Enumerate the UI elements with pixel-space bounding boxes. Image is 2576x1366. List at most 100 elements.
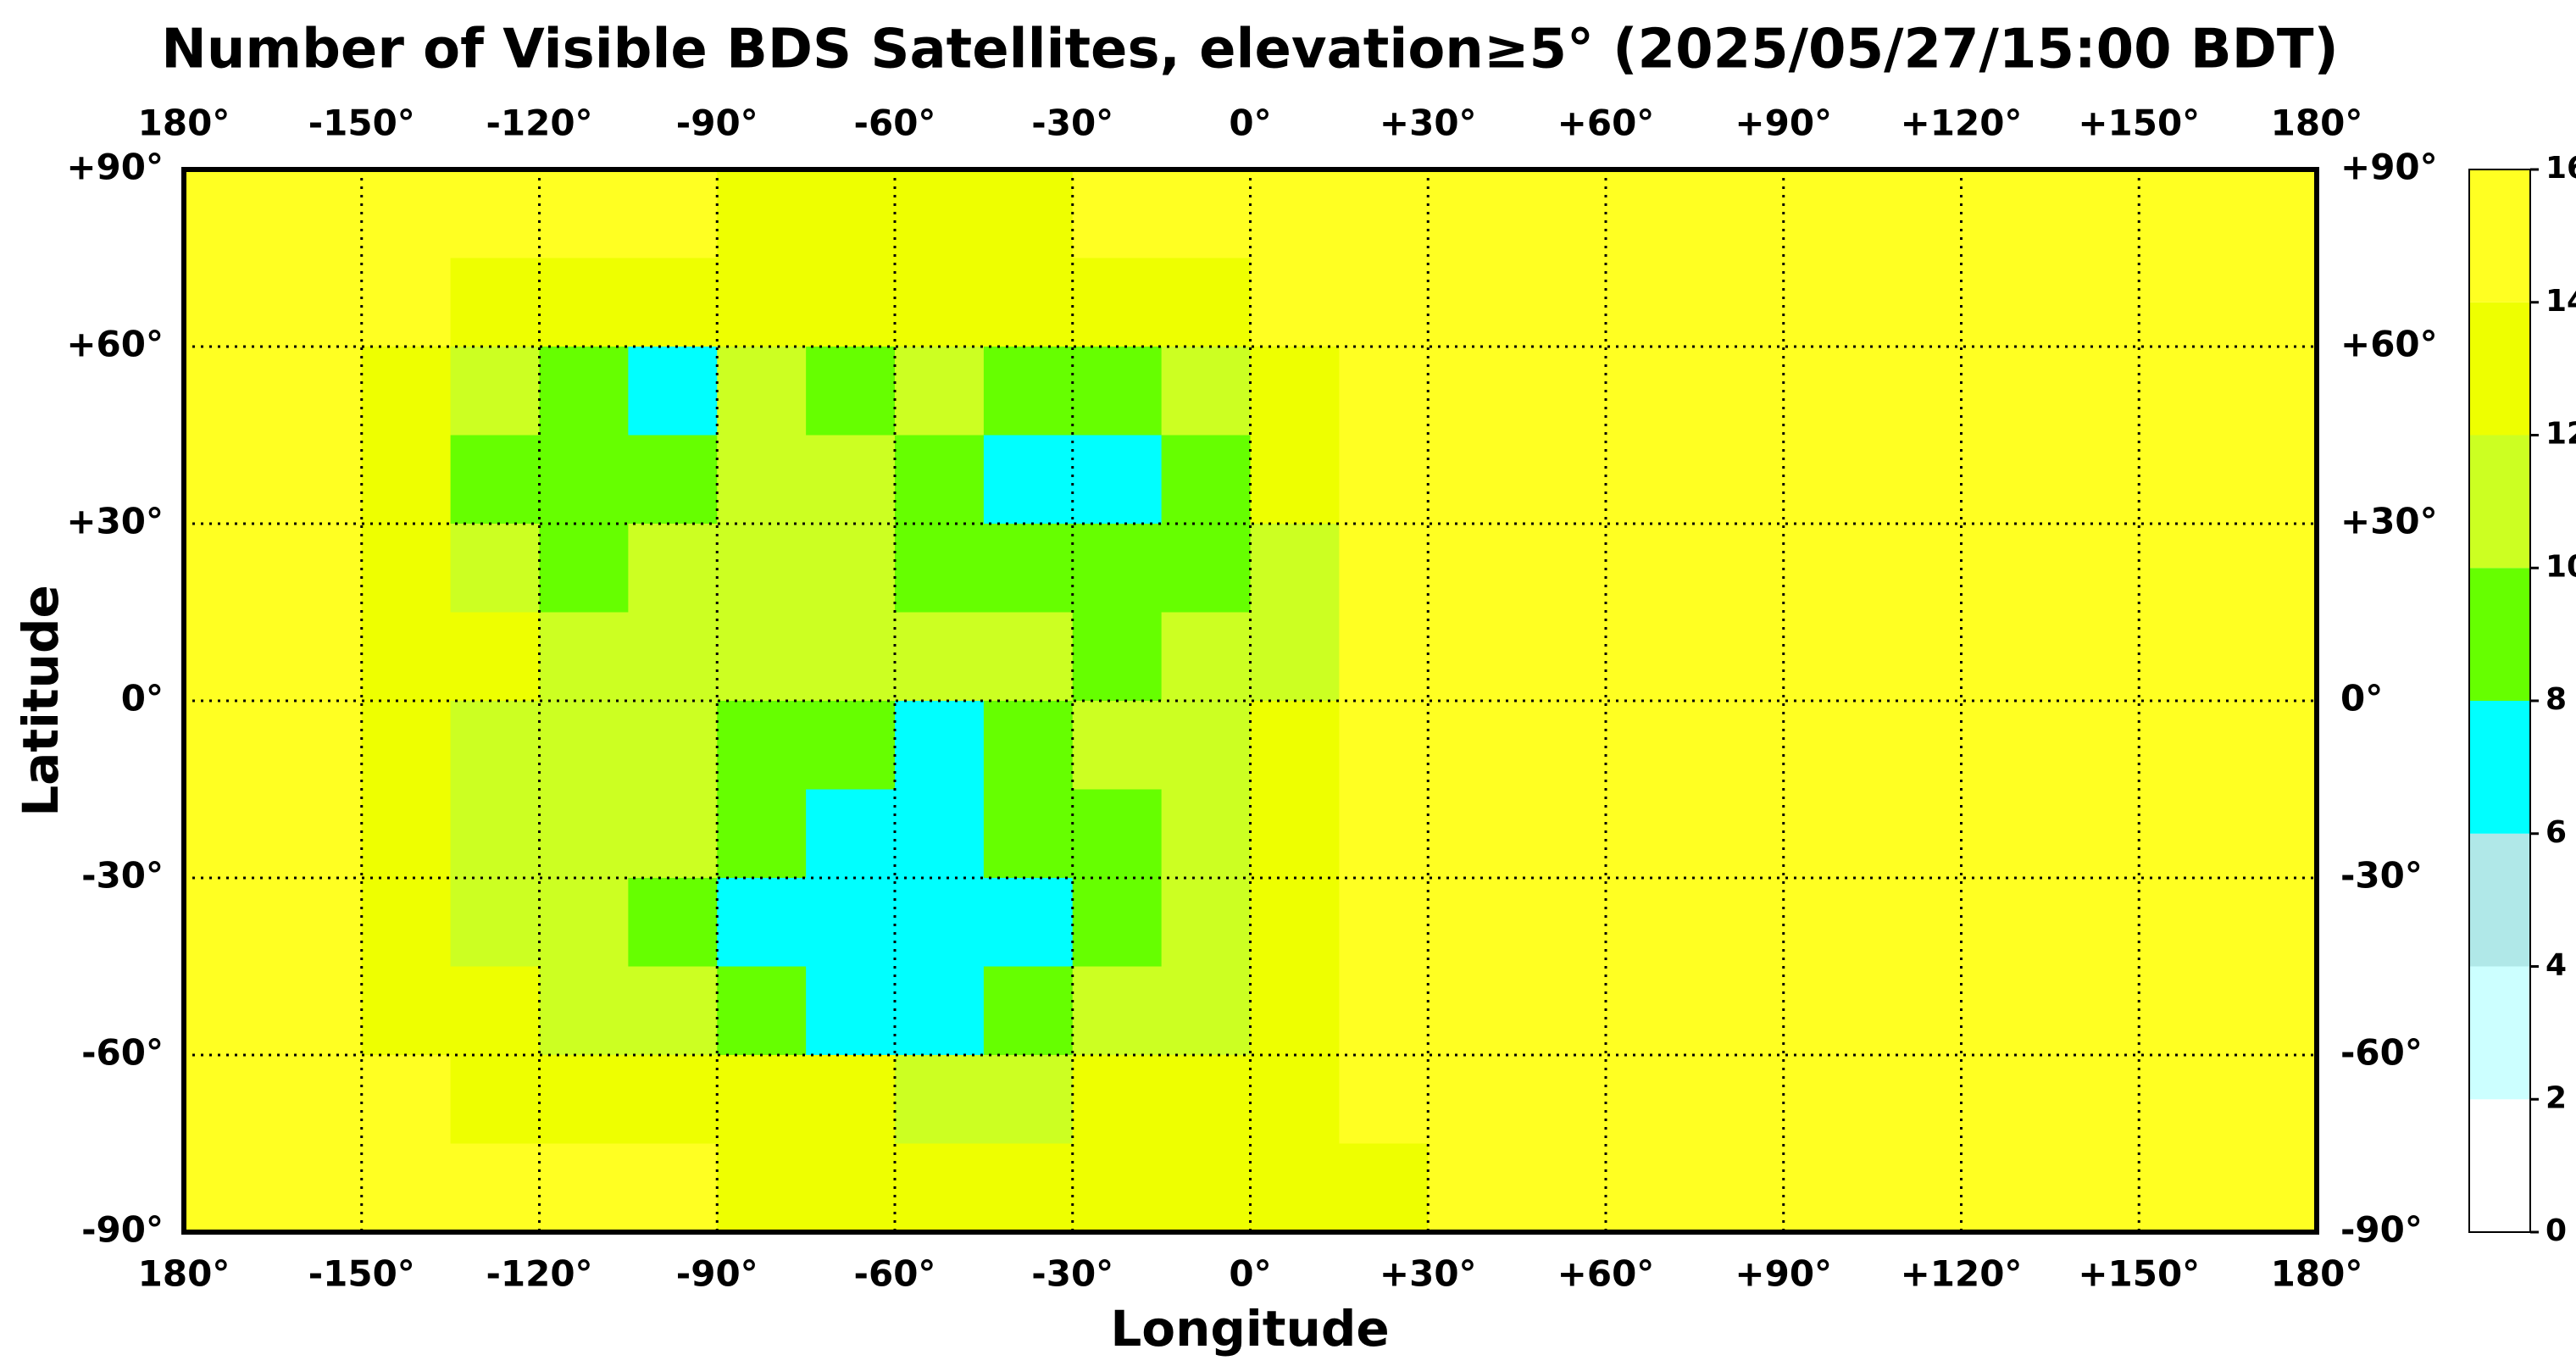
heat-cell	[361, 701, 452, 791]
heat-cell	[2050, 612, 2140, 702]
heat-cell	[1517, 612, 1607, 702]
heat-cell	[1339, 789, 1430, 879]
colorbar-tick-label: 16	[2545, 151, 2576, 186]
heat-cell	[895, 1055, 985, 1145]
heat-cell	[1606, 1055, 1696, 1145]
heat-cell	[450, 1055, 541, 1145]
heat-cell	[895, 878, 985, 968]
colorbar-swatch	[2469, 1099, 2530, 1232]
heat-cell	[1428, 789, 1518, 879]
heat-cell	[1872, 1055, 1963, 1145]
heat-cell	[272, 169, 363, 259]
heat-cell	[1072, 789, 1163, 879]
heat-cell	[895, 1143, 985, 1233]
heat-cell	[806, 878, 896, 968]
heat-cell	[1339, 258, 1430, 347]
heat-cell	[628, 612, 719, 702]
x-tick-label: 180°	[138, 103, 230, 144]
heat-cell	[1783, 1143, 1874, 1233]
heat-cell	[539, 169, 630, 259]
heat-cell	[1339, 701, 1430, 791]
heat-cell	[1872, 1143, 1963, 1233]
heat-cell	[1428, 1143, 1518, 1233]
y-tick-label: +30°	[66, 501, 164, 542]
heat-cell	[450, 347, 541, 436]
heat-cell	[1783, 966, 1874, 1056]
heat-cell	[450, 789, 541, 879]
heat-cell	[361, 878, 452, 968]
colorbar-tick-label: 8	[2545, 682, 2567, 717]
heat-cell	[1072, 169, 1163, 259]
heat-cell	[1872, 612, 1963, 702]
heat-cell	[983, 524, 1074, 614]
y-tick-label: -90°	[2340, 1209, 2423, 1251]
colorbar-tick-label: 0	[2545, 1213, 2567, 1248]
x-tick-label: -60°	[854, 103, 936, 144]
heat-cell	[1783, 169, 1874, 259]
heat-cell	[1783, 435, 1874, 525]
heat-cell	[1072, 258, 1163, 347]
heat-cell	[361, 1055, 452, 1145]
heat-cell	[895, 347, 985, 436]
heat-cell	[2050, 966, 2140, 1056]
y-tick-label: +60°	[66, 324, 164, 365]
x-tick-label: +90°	[1735, 103, 1832, 144]
heat-cell	[1872, 789, 1963, 879]
heat-cell	[806, 612, 896, 702]
heat-cell	[450, 435, 541, 525]
heat-cell	[539, 1055, 630, 1145]
x-tick-label: +60°	[1557, 103, 1655, 144]
heat-cell	[1694, 701, 1785, 791]
heat-cell	[717, 789, 807, 879]
heat-cell	[361, 1143, 452, 1233]
heat-cell	[1517, 878, 1607, 968]
heat-cell	[1161, 701, 1252, 791]
heat-cell	[1961, 612, 2051, 702]
heat-cell	[1783, 701, 1874, 791]
heat-cell	[983, 258, 1074, 347]
heat-cell	[717, 435, 807, 525]
heat-cell	[1517, 435, 1607, 525]
heat-cell	[1961, 169, 2051, 259]
heat-cell	[1250, 966, 1341, 1056]
heat-cell	[272, 435, 363, 525]
heat-cell	[450, 169, 541, 259]
heat-cell	[1161, 1055, 1252, 1145]
heat-cell	[184, 347, 274, 436]
heat-cell	[895, 612, 985, 702]
heat-cell	[1872, 347, 1963, 436]
heat-cell	[1072, 966, 1163, 1056]
heat-cell	[361, 169, 452, 259]
heat-cell	[539, 878, 630, 968]
chart-title: Number of Visible BDS Satellites, elevat…	[161, 19, 2338, 81]
heat-cell	[2228, 701, 2318, 791]
heat-cell	[806, 1143, 896, 1233]
colorbar-tick-label: 10	[2545, 549, 2576, 584]
heat-cell	[1250, 878, 1341, 968]
x-tick-label: -150°	[308, 1253, 415, 1295]
heat-cell	[1606, 966, 1696, 1056]
heat-cell	[1339, 169, 1430, 259]
heat-cell	[1694, 1143, 1785, 1233]
heat-cell	[717, 1143, 807, 1233]
heat-cell	[1872, 701, 1963, 791]
x-tick-label: -90°	[676, 103, 758, 144]
heat-cell	[2050, 878, 2140, 968]
heat-cell	[983, 612, 1074, 702]
x-tick-label: +120°	[1901, 1253, 2023, 1295]
heat-cell	[2139, 878, 2229, 968]
heat-cell	[806, 966, 896, 1056]
y-tick-label: 0°	[121, 678, 164, 719]
heat-cell	[895, 966, 985, 1056]
heat-cell	[806, 435, 896, 525]
heat-cell	[1872, 966, 1963, 1056]
heat-cell	[628, 347, 719, 436]
heat-cell	[539, 258, 630, 347]
heat-cell	[1694, 612, 1785, 702]
heat-cell	[2050, 1055, 2140, 1145]
heat-cell	[1161, 435, 1252, 525]
heat-cell	[717, 966, 807, 1056]
heat-cell	[184, 258, 274, 347]
heat-cell	[717, 258, 807, 347]
heat-cell	[1961, 1143, 2051, 1233]
